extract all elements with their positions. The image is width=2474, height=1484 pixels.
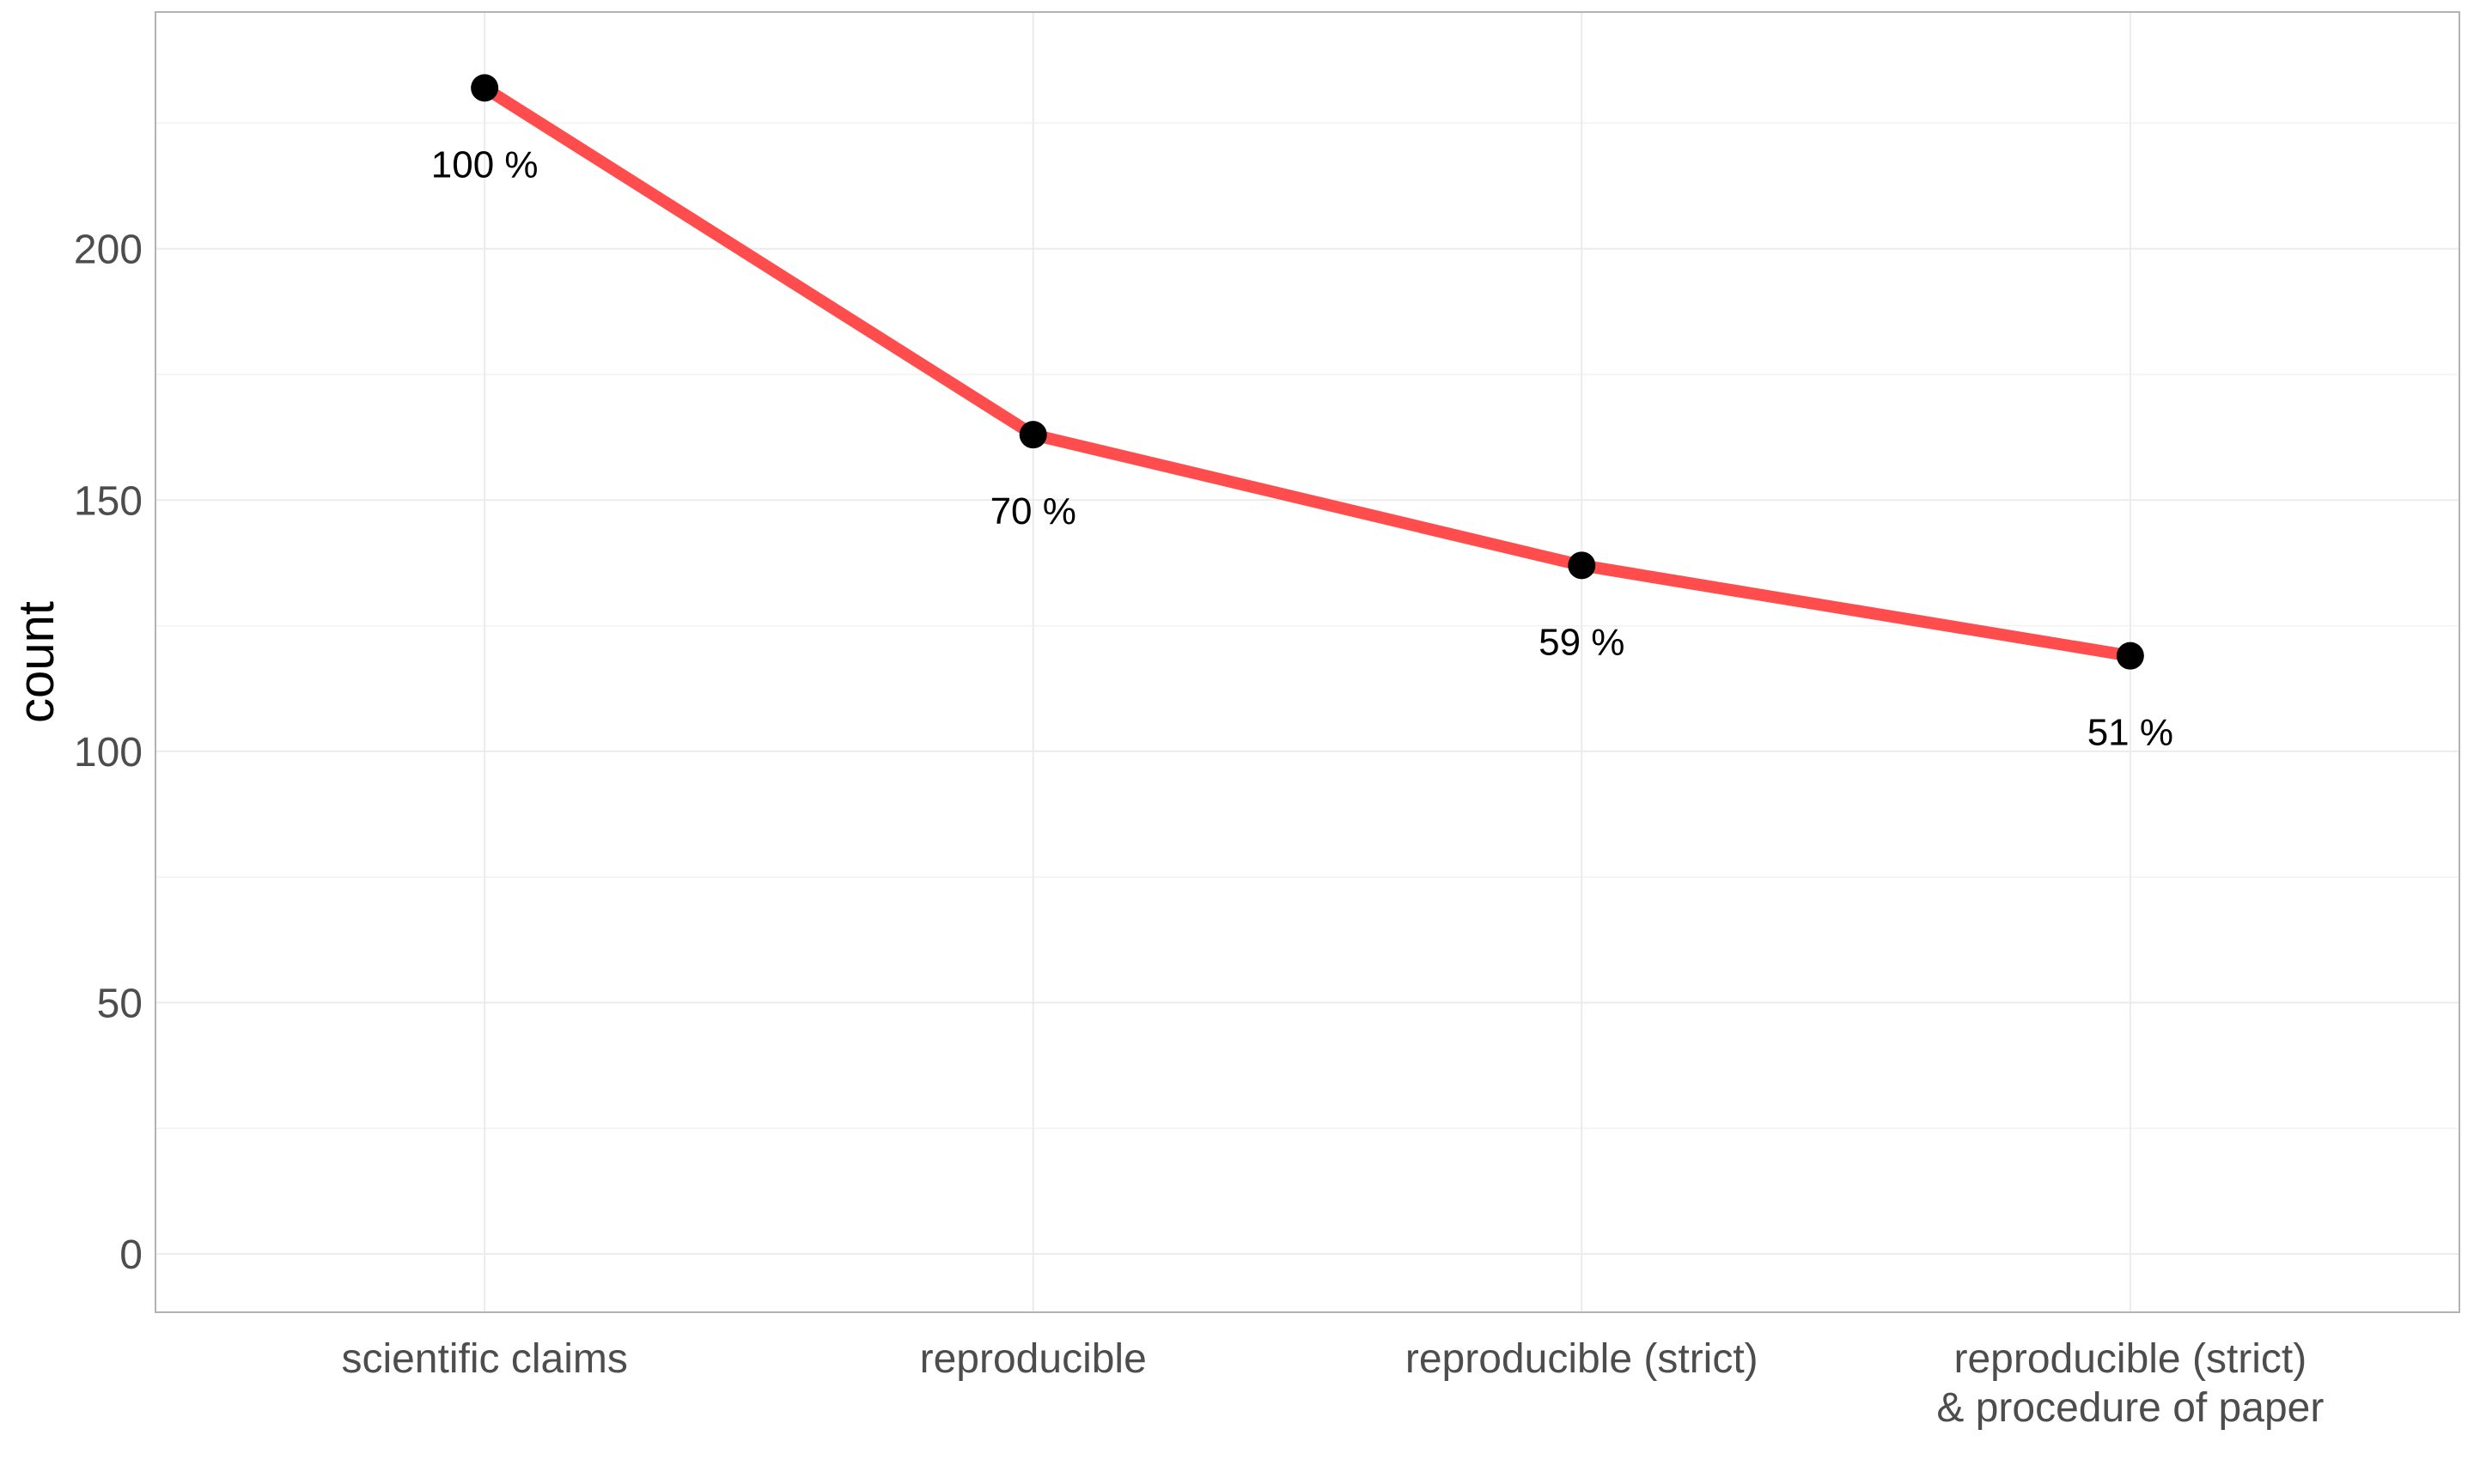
plot-panel-border (155, 11, 2460, 1313)
x-tick-label-line: reproducible (strict) (1405, 1336, 1758, 1382)
data-label: 70 % (990, 490, 1076, 532)
x-tick-label: reproducible (strict) (1405, 1336, 1758, 1382)
y-tick-label: 0 (119, 1232, 143, 1278)
data-point (1568, 551, 1596, 580)
x-tick-label-line: scientific claims (341, 1336, 627, 1382)
y-axis-title: count (9, 601, 64, 723)
x-tick-label-line: reproducible (920, 1336, 1147, 1382)
x-tick-label: scientific claims (341, 1336, 627, 1382)
y-axis-tick-labels: 0 50 100 150 200 (74, 228, 143, 1278)
data-label: 51 % (2087, 712, 2173, 754)
y-tick-label: 150 (74, 478, 143, 524)
data-point (2116, 642, 2144, 670)
major-gridlines (155, 12, 2459, 1312)
x-tick-label: reproducible (920, 1336, 1147, 1382)
series-line (481, 82, 2131, 662)
x-axis-tick-labels: scientific claims reproducible reproducibl… (341, 1336, 2324, 1431)
minor-gridlines (155, 122, 2459, 1129)
y-tick-label: 100 (74, 730, 143, 775)
y-tick-label: 50 (97, 981, 143, 1026)
x-tick-label: reproducible (strict) & procedure of pape… (1936, 1336, 2324, 1431)
x-tick-label-line: & procedure of paper (1936, 1385, 2324, 1431)
data-points (471, 74, 2144, 670)
x-tick-label-line: reproducible (strict) (1953, 1336, 2306, 1382)
data-label: 59 % (1539, 621, 1624, 663)
data-point (471, 74, 499, 102)
data-point (1019, 421, 1047, 449)
data-labels: 100 % 70 % 59 % 51 % (431, 143, 2173, 753)
data-label: 100 % (431, 143, 539, 186)
y-tick-label: 200 (74, 228, 143, 273)
